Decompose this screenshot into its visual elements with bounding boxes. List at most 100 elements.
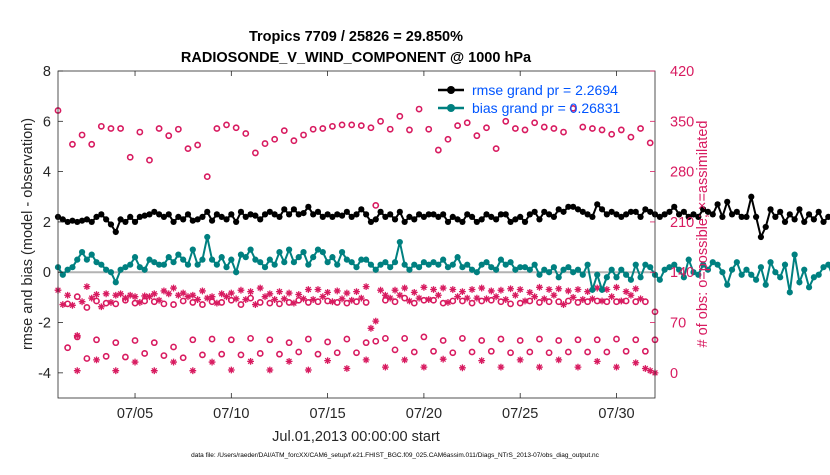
rmse-point — [728, 211, 736, 218]
obs-assimilated-point — [357, 294, 365, 302]
rmse-point — [295, 211, 302, 218]
obs-assimilated-point — [478, 284, 486, 292]
obs-assimilated-point — [516, 286, 524, 293]
rmse-point — [334, 211, 341, 218]
rmse-point — [151, 208, 158, 215]
rmse-point — [709, 211, 716, 218]
obs-assimilated-point — [492, 293, 500, 301]
rmse-point — [444, 218, 452, 226]
obs-possible-point — [232, 124, 240, 132]
obs-assimilated-point — [251, 301, 259, 308]
obs-assimilated-point — [516, 356, 524, 364]
obs-assimilated-point — [170, 358, 177, 366]
obs-assimilated-point — [174, 291, 182, 299]
obs-assimilated-point — [459, 364, 466, 372]
rmse-point — [276, 213, 283, 220]
y-left-tick-label: 0 — [43, 265, 51, 281]
obs-assimilated-point — [613, 283, 620, 291]
obs-assimilated-point — [150, 367, 158, 375]
bias-point — [608, 266, 615, 273]
bias-point — [675, 266, 683, 273]
obs-possible-point — [213, 125, 221, 132]
bias-point — [570, 269, 577, 276]
bias-point — [521, 264, 529, 271]
x-tick-label: 07/20 — [406, 406, 442, 422]
obs-possible-point — [632, 336, 640, 344]
bias-point — [396, 238, 403, 246]
bias-point — [565, 264, 572, 271]
obs-assimilated-point — [309, 296, 317, 303]
obs-possible-point — [136, 128, 144, 136]
x-tick-label: 07/15 — [309, 406, 345, 422]
y-axis-left-label: rmse and bias (model - observation) — [20, 118, 36, 350]
obs-possible-point — [434, 146, 442, 154]
obs-assimilated-point — [483, 295, 490, 303]
obs-assimilated-point — [468, 286, 476, 293]
obs-assimilated-point — [646, 367, 654, 375]
bias-point — [623, 271, 630, 278]
rmse-point — [820, 218, 827, 226]
obs-possible-point — [531, 119, 539, 127]
bias-point — [353, 264, 360, 271]
rmse-point — [666, 208, 673, 215]
rmse-point — [122, 218, 129, 226]
bias-point — [310, 254, 317, 261]
rmse-point — [781, 218, 789, 226]
bias-point — [805, 284, 813, 291]
bias-point — [748, 271, 755, 278]
obs-possible-point — [324, 338, 332, 346]
obs-possible-point — [410, 348, 418, 356]
obs-possible-point — [507, 349, 514, 357]
bias-point — [550, 264, 557, 271]
bias-point — [98, 261, 105, 268]
bias-point — [233, 269, 240, 276]
bias-point — [488, 264, 495, 271]
rmse-point — [204, 208, 211, 215]
bias-point — [329, 254, 336, 261]
obs-assimilated-point — [459, 288, 466, 296]
rmse-point — [685, 213, 692, 220]
rmse-point — [762, 223, 769, 231]
obs-assimilated-point — [598, 297, 606, 305]
obs-assimilated-point — [126, 291, 134, 299]
obs-possible-point — [444, 135, 452, 143]
obs-possible-point — [632, 298, 640, 306]
obs-possible-point — [372, 337, 380, 345]
bias-point — [560, 266, 567, 273]
obs-assimilated-point — [194, 296, 202, 303]
obs-possible-point — [386, 125, 394, 133]
obs-assimilated-point — [497, 363, 505, 371]
bias-point — [358, 256, 365, 263]
obs-assimilated-point — [223, 293, 230, 301]
rmse-point — [680, 208, 687, 215]
rmse-point — [459, 218, 466, 226]
obs-possible-point — [107, 125, 115, 132]
bias-point — [791, 251, 798, 258]
bias-point — [83, 256, 90, 263]
obs-assimilated-point — [521, 297, 529, 305]
bias-point — [112, 279, 119, 286]
bias-point — [242, 254, 249, 261]
obs-assimilated-point — [59, 301, 67, 308]
obs-assimilated-point — [319, 293, 327, 301]
bias-point — [762, 281, 769, 288]
bias-point — [473, 269, 480, 276]
obs-assimilated-point — [444, 299, 452, 306]
obs-assimilated-point — [93, 356, 100, 364]
rmse-point — [180, 216, 187, 223]
bias-point — [724, 281, 731, 288]
rmse-point — [290, 206, 298, 213]
obs-assimilated-point — [560, 301, 567, 308]
obs-assimilated-point — [415, 294, 423, 302]
rmse-point — [608, 208, 615, 215]
obs-assimilated-point — [564, 287, 572, 295]
obs-assimilated-point — [131, 293, 139, 301]
rmse-point — [440, 211, 447, 218]
obs-possible-point — [309, 125, 317, 133]
y-left-tick-label: 4 — [43, 165, 51, 181]
obs-assimilated-point — [608, 293, 616, 301]
obs-assimilated-point — [280, 295, 288, 303]
bias-point — [502, 261, 509, 268]
obs-possible-point — [348, 121, 356, 129]
bias-point — [753, 276, 760, 283]
